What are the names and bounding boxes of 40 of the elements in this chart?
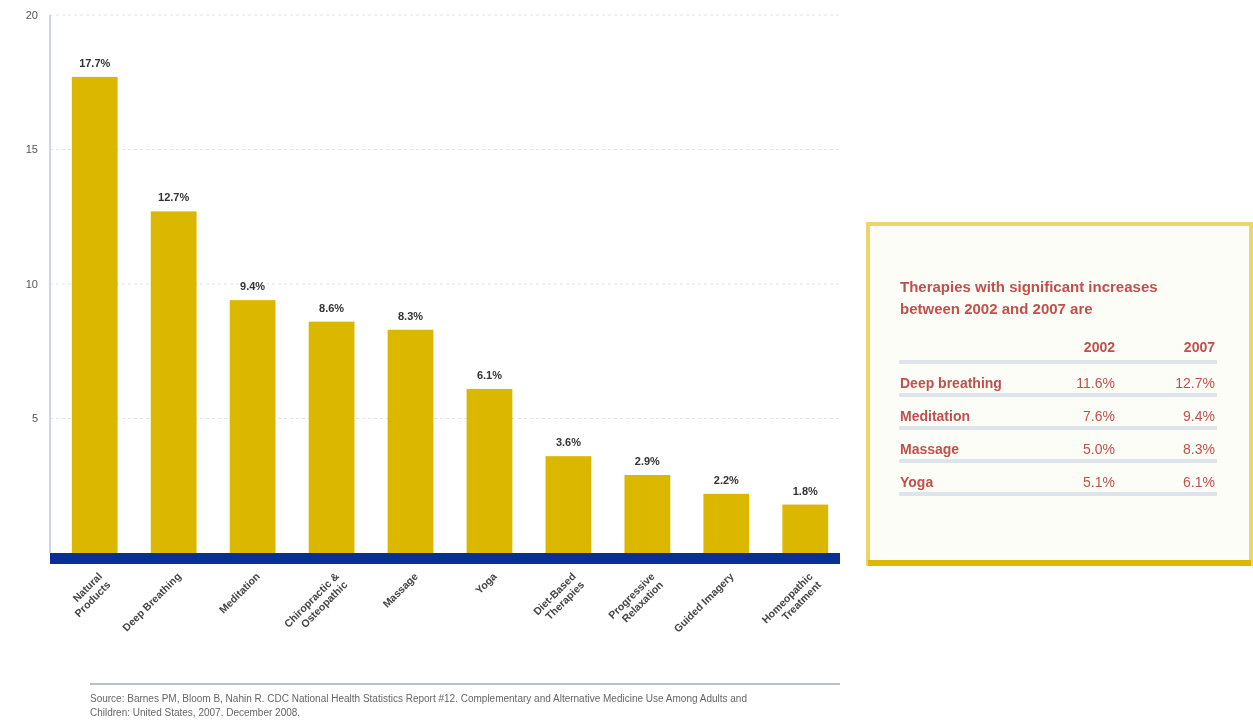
data-label: 8.3% [397, 309, 424, 322]
data-label: 9.4% [1183, 408, 1215, 424]
bar [703, 493, 750, 553]
data-label: 1.8% [792, 484, 819, 497]
category-label: Meditation [900, 408, 970, 424]
data-label: 5.1% [1083, 474, 1115, 490]
data-label: 12.7% [1175, 375, 1215, 391]
category-label: Massage [900, 441, 960, 457]
text: Therapies with significant increases between 2002 and 2007 are [900, 278, 1158, 317]
data-label: 11.6% [1076, 375, 1115, 391]
bar [229, 300, 276, 553]
data-label: 3.6% [555, 436, 582, 449]
bar [387, 329, 434, 553]
bar [624, 474, 671, 553]
y-tick-label: 10 [25, 277, 38, 290]
data-label: 2.2% [713, 473, 740, 486]
source-note: Source: Barnes PM, Bloom B, Nahin R. CDC National Health Statistics Report #12. Complementary and Alternative Medicine Use Among Adults and Children: United States, 2007. December 2008. [90, 693, 747, 718]
data-label: 12.7% [158, 191, 190, 204]
y-tick-label: 20 [25, 8, 38, 21]
text: 2007 [1183, 339, 1216, 355]
data-label: 6.1% [1183, 474, 1215, 490]
bar [71, 76, 118, 553]
data-label: 8.6% [319, 301, 345, 314]
y-tick-label: 5 [31, 412, 38, 425]
data-label: 8.3% [1183, 441, 1215, 457]
data-label: 2.9% [634, 454, 661, 467]
data-label: 17.7% [79, 56, 111, 69]
data-label: 9.4% [240, 280, 266, 293]
bar [466, 388, 513, 553]
bar [150, 211, 197, 553]
series-label: 2002 [1083, 339, 1116, 355]
data-label: 6.1% [476, 368, 503, 381]
category-label: Deep breathing [900, 375, 1002, 391]
data-label: 7.6% [1083, 408, 1115, 424]
data-label: 5.0% [1083, 441, 1115, 457]
bar [545, 456, 592, 553]
y-tick-label: 15 [25, 143, 38, 156]
bar [308, 321, 355, 553]
category-label: Yoga [900, 474, 934, 490]
bar [782, 504, 829, 553]
